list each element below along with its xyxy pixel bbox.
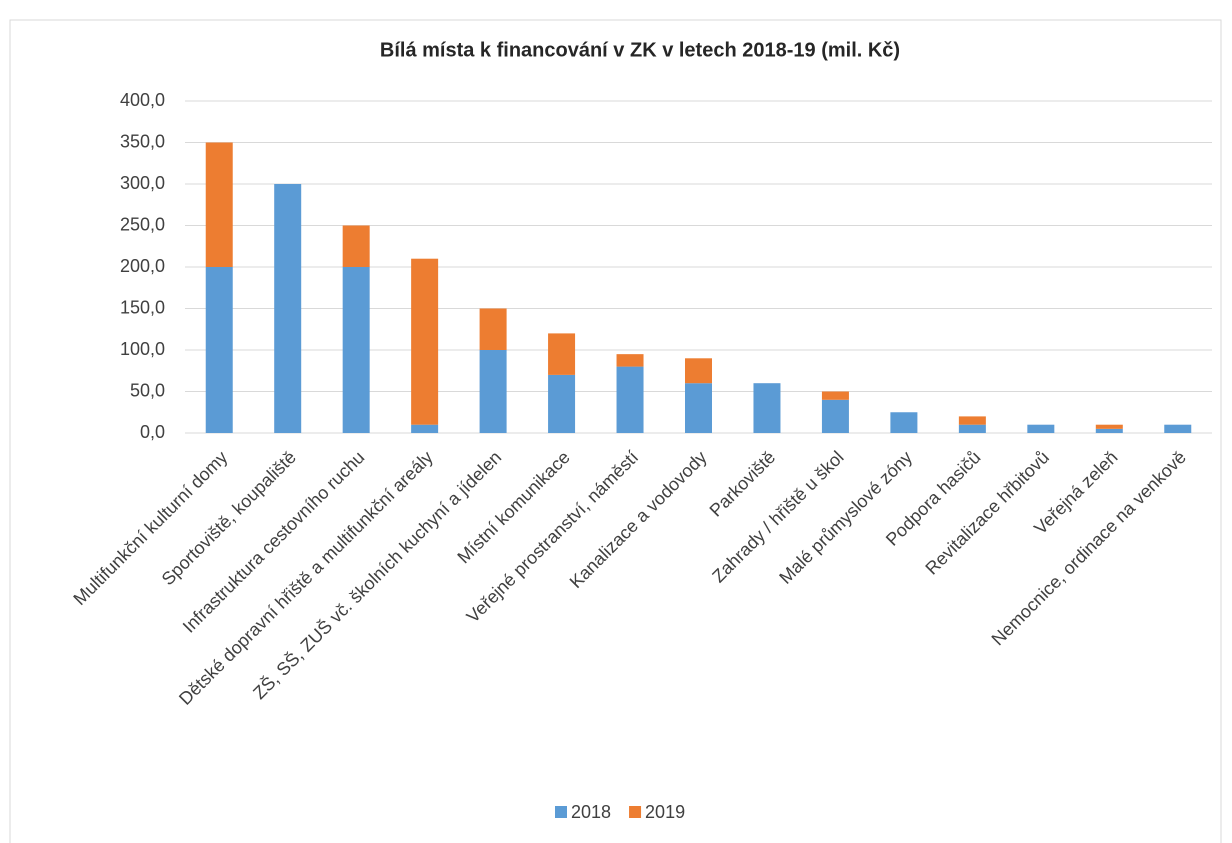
bar-segment [548, 374, 576, 433]
y-tick-label: 0,0 [140, 422, 165, 442]
bar-segment [753, 383, 781, 433]
bar-segment [958, 424, 986, 433]
y-tick-label: 400,0 [120, 90, 165, 110]
bar-segment [958, 416, 986, 425]
bar-segment [1095, 428, 1123, 433]
y-tick-label: 300,0 [120, 173, 165, 193]
y-tick-label: 250,0 [120, 214, 165, 234]
legend-swatch [555, 806, 567, 818]
bar-segment [685, 383, 712, 433]
bar-segment [479, 350, 507, 433]
bar-segment [616, 354, 644, 367]
bar-segment [1095, 424, 1123, 429]
bar-segment [548, 333, 576, 375]
y-tick-label: 200,0 [120, 256, 165, 276]
legend-label: 2019 [645, 802, 685, 822]
y-tick-label: 50,0 [130, 380, 165, 400]
bar-segment [205, 267, 233, 433]
bar-segment [1164, 424, 1192, 433]
chart-title: Bílá místa k financování v ZK v letech 2… [380, 39, 900, 61]
legend-label: 2018 [571, 802, 611, 822]
y-tick-label: 100,0 [120, 339, 165, 359]
y-tick-label: 150,0 [120, 297, 165, 317]
bar-segment [411, 424, 439, 433]
bar-segment [890, 412, 918, 433]
bar-segment [342, 267, 370, 433]
bar-segment [1027, 424, 1055, 433]
bar-segment [685, 358, 712, 384]
bar-segment [274, 184, 302, 433]
y-tick-label: 350,0 [120, 131, 165, 151]
bar-segment [205, 142, 233, 267]
bar-segment [821, 391, 849, 400]
bar-segment [821, 399, 849, 433]
bar-segment [342, 225, 370, 267]
bar-segment [479, 308, 507, 350]
bar-segment [616, 366, 644, 433]
bar-segment [411, 258, 439, 425]
legend-swatch [629, 806, 642, 818]
